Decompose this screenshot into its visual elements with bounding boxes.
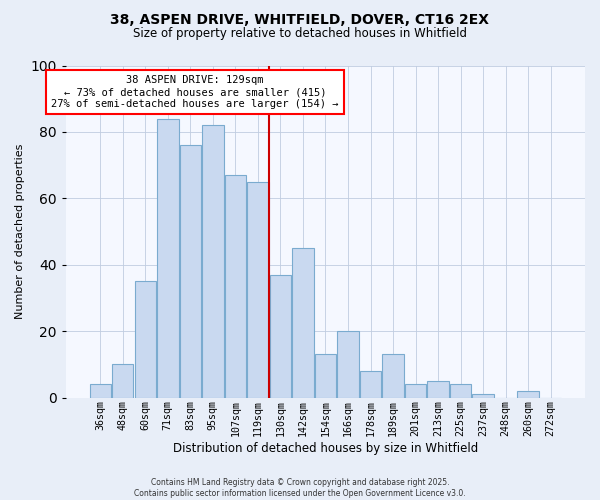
Text: Contains HM Land Registry data © Crown copyright and database right 2025.
Contai: Contains HM Land Registry data © Crown c…	[134, 478, 466, 498]
Bar	[382, 354, 404, 398]
X-axis label: Distribution of detached houses by size in Whitfield: Distribution of detached houses by size …	[173, 442, 478, 455]
Bar	[157, 118, 179, 398]
Bar	[450, 384, 472, 398]
Bar	[270, 275, 291, 398]
Bar	[292, 248, 314, 398]
Y-axis label: Number of detached properties: Number of detached properties	[15, 144, 25, 320]
Bar	[202, 126, 224, 398]
Bar	[427, 381, 449, 398]
Bar	[517, 391, 539, 398]
Bar	[89, 384, 111, 398]
Text: Size of property relative to detached houses in Whitfield: Size of property relative to detached ho…	[133, 28, 467, 40]
Text: 38, ASPEN DRIVE, WHITFIELD, DOVER, CT16 2EX: 38, ASPEN DRIVE, WHITFIELD, DOVER, CT16 …	[110, 12, 490, 26]
Text: 38 ASPEN DRIVE: 129sqm
← 73% of detached houses are smaller (415)
27% of semi-de: 38 ASPEN DRIVE: 129sqm ← 73% of detached…	[51, 76, 338, 108]
Bar	[134, 282, 156, 398]
Bar	[405, 384, 426, 398]
Bar	[224, 175, 246, 398]
Bar	[315, 354, 336, 398]
Bar	[179, 145, 201, 398]
Bar	[112, 364, 133, 398]
Bar	[472, 394, 494, 398]
Bar	[247, 182, 269, 398]
Bar	[360, 371, 381, 398]
Bar	[337, 331, 359, 398]
